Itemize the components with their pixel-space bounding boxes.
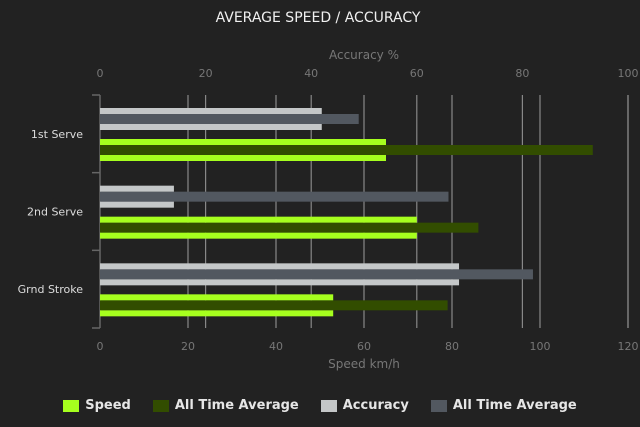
bottom-axis-label: Speed km/h [328,357,400,371]
top-tick-label: 0 [97,67,104,80]
legend-label: Speed [85,398,131,413]
legend-item: All Time Average [430,398,577,413]
bottom-tick-label: 20 [181,340,195,353]
bottom-tick-label: 0 [97,340,104,353]
bar-accuracy [100,185,174,192]
legend-swatch [63,399,80,412]
bottom-tick-label: 80 [445,340,459,353]
top-tick-label: 80 [515,67,529,80]
top-axis-label: Accuracy % [329,48,399,62]
legend-label: Accuracy [342,398,409,413]
category-label: Grnd Stroke [18,283,84,296]
bar-accuracy [100,263,460,270]
bar-speed-average [100,300,448,311]
category-label: 2nd Serve [27,206,83,219]
legend-item: Accuracy [320,398,409,413]
bottom-tick-label: 120 [618,340,639,353]
legend-item: Speed [63,398,131,413]
bar-speed [100,216,417,223]
chart-title: AVERAGE SPEED / ACCURACY [216,10,421,26]
top-tick-label: 20 [199,67,213,80]
bar-speed [100,294,334,301]
bar-accuracy-average [100,114,359,124]
bar-speed-average [100,222,479,233]
bar-speed [100,155,386,161]
bar-accuracy [100,108,322,114]
legend-label: All Time Average [452,398,577,413]
top-tick-label: 60 [410,67,424,80]
bar-accuracy [100,279,460,286]
category-label: 1st Serve [31,128,83,141]
top-tick-label: 40 [304,67,318,80]
bar-speed [100,232,417,239]
legend-swatch [320,399,337,412]
bar-accuracy [100,201,174,208]
bar-accuracy-average [100,269,533,280]
bar-accuracy [100,124,322,130]
legend-swatch [430,399,447,412]
bottom-tick-label: 60 [357,340,371,353]
legend: Speed All Time Average Accuracy All Time Av… [0,398,640,413]
bar-accuracy-average [100,191,449,202]
bar-speed-average [100,145,593,155]
bar-speed [100,310,334,317]
bar-speed [100,139,386,145]
bottom-tick-label: 40 [269,340,283,353]
top-tick-label: 100 [618,67,639,80]
legend-swatch [152,399,169,412]
legend-label: All Time Average [174,398,299,413]
bottom-tick-label: 100 [530,340,551,353]
legend-item: All Time Average [152,398,299,413]
